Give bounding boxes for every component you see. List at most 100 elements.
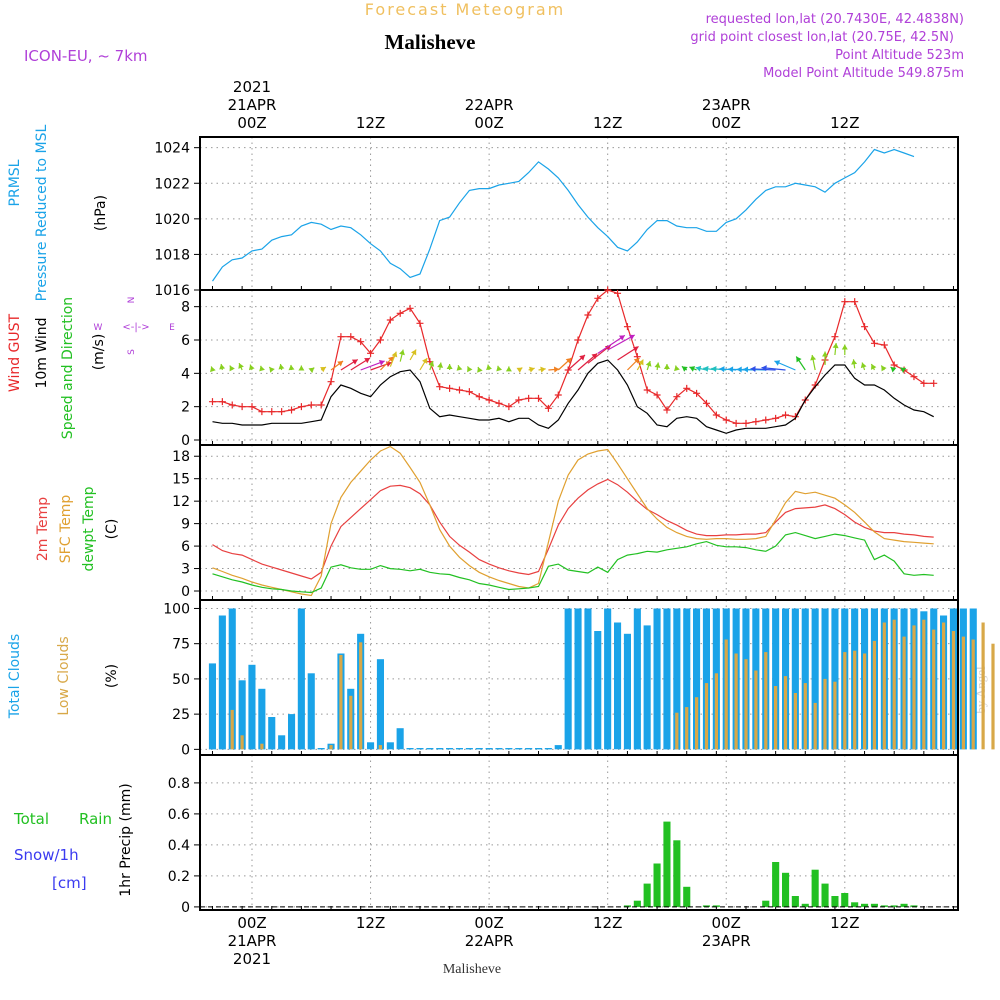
bar-total-clouds xyxy=(446,748,454,750)
bar-low-clouds xyxy=(932,629,936,750)
gust-marker xyxy=(485,396,493,404)
wind-arrowhead xyxy=(796,356,802,363)
wind-arrowhead xyxy=(269,367,275,373)
bar-total-clouds xyxy=(307,673,315,750)
time-label: 22APR xyxy=(465,96,514,114)
wind-arrowhead xyxy=(832,343,839,349)
wind-arrowhead xyxy=(711,366,717,372)
panel-label-temp: SFC Temp xyxy=(58,495,74,564)
bar-total-clouds xyxy=(248,664,256,750)
bar-total-rain xyxy=(791,896,799,907)
gust-marker xyxy=(870,339,878,347)
gust-marker xyxy=(841,298,849,306)
bar-total-rain xyxy=(663,821,671,907)
gust-marker xyxy=(258,408,266,416)
bar-low-clouds xyxy=(230,709,234,750)
bar-total-rain xyxy=(910,905,918,907)
gust-marker xyxy=(218,398,226,406)
wind-arrowhead xyxy=(378,359,385,366)
wind-arrowhead xyxy=(298,365,305,371)
model-label: ICON-EU, ~ 7km xyxy=(24,47,148,65)
bar-total-rain xyxy=(811,869,819,907)
series-line-dewpt-temp xyxy=(212,531,934,594)
bar-total-clouds xyxy=(584,608,592,750)
bar-low-clouds xyxy=(240,735,244,750)
bar-total-rain xyxy=(851,902,859,907)
bar-total-clouds xyxy=(702,608,710,750)
wind-arrowhead xyxy=(364,358,370,364)
bar-total-clouds xyxy=(386,742,394,750)
wind-arrowhead xyxy=(900,367,907,373)
bar-total-clouds xyxy=(208,663,216,750)
gust-marker xyxy=(396,309,404,317)
bar-total-rain xyxy=(633,900,641,907)
gust-marker xyxy=(910,373,918,381)
gust-marker xyxy=(554,391,562,399)
wind-arrowhead xyxy=(890,367,897,373)
wind-arrowhead xyxy=(870,364,877,370)
gust-marker xyxy=(337,333,345,341)
compass-arrows-h: <-|-> xyxy=(122,322,149,333)
bar-total-rain xyxy=(653,863,661,907)
bar-low-clouds xyxy=(843,652,847,750)
gust-marker xyxy=(327,378,335,386)
bar-total-rain xyxy=(643,883,651,907)
gust-marker xyxy=(228,401,236,409)
wind-arrowhead xyxy=(422,358,428,364)
time-label: 00Z xyxy=(712,914,741,932)
bar-low-clouds xyxy=(714,673,718,750)
wind-arrowhead xyxy=(663,364,670,369)
bar-total-clouds xyxy=(228,608,236,750)
time-label: 12Z xyxy=(830,114,859,132)
time-label: 12Z xyxy=(830,914,859,932)
bar-low-clouds xyxy=(863,653,867,750)
bar-total-rain xyxy=(841,893,849,907)
ytick-label: 0.6 xyxy=(168,807,190,823)
bar-total-clouds xyxy=(653,608,661,750)
wind-arrowhead xyxy=(703,365,709,372)
wind-arrowhead xyxy=(774,360,781,366)
bar-total-clouds xyxy=(455,748,463,750)
time-label: 21APR xyxy=(228,96,277,114)
panel-precip: 0 0.2 0.4 0.6 0.8 xyxy=(168,754,959,916)
gust-marker xyxy=(475,393,483,401)
model-altitude: Model Point Altitude 549.875m xyxy=(763,66,964,81)
wind-arrowhead xyxy=(841,344,848,350)
bar-total-clouds xyxy=(535,748,543,750)
wind-arrows xyxy=(210,334,907,374)
gust-marker xyxy=(930,379,938,387)
bar-total-clouds xyxy=(218,615,226,750)
bar-total-rain xyxy=(782,872,790,907)
gust-marker xyxy=(455,386,463,394)
bar-total-rain xyxy=(762,900,770,907)
wind-arrowhead xyxy=(881,365,887,372)
bar-total-clouds xyxy=(515,748,523,750)
gust-marker xyxy=(742,419,750,427)
series-line-prmsl xyxy=(212,148,915,282)
gust-marker xyxy=(712,411,720,419)
wind-arrowhead xyxy=(391,351,398,358)
gust-marker xyxy=(594,294,602,302)
bar-low-clouds xyxy=(695,697,699,750)
bar-total-clouds xyxy=(416,748,424,750)
wind-arrowhead xyxy=(761,365,767,372)
bar-low-clouds xyxy=(981,622,985,750)
bar-low-clouds xyxy=(922,619,926,750)
wind-arrowhead xyxy=(278,364,285,370)
bar-low-clouds xyxy=(685,707,689,750)
time-label: 12Z xyxy=(593,914,622,932)
gust-marker xyxy=(376,336,384,344)
bar-total-clouds xyxy=(258,688,266,750)
bar-total-clouds xyxy=(436,748,444,750)
wind-arrowhead xyxy=(742,366,749,373)
wind-arrowhead xyxy=(238,363,244,369)
wind-arrowhead xyxy=(540,366,546,373)
bar-total-clouds xyxy=(663,608,671,750)
wind-arrowhead xyxy=(822,351,829,357)
bar-low-clouds xyxy=(734,653,738,750)
gust-marker xyxy=(831,333,839,341)
footer-location: Malisheve xyxy=(443,962,501,977)
wind-arrowhead xyxy=(638,359,644,366)
bar-total-clouds xyxy=(693,608,701,750)
